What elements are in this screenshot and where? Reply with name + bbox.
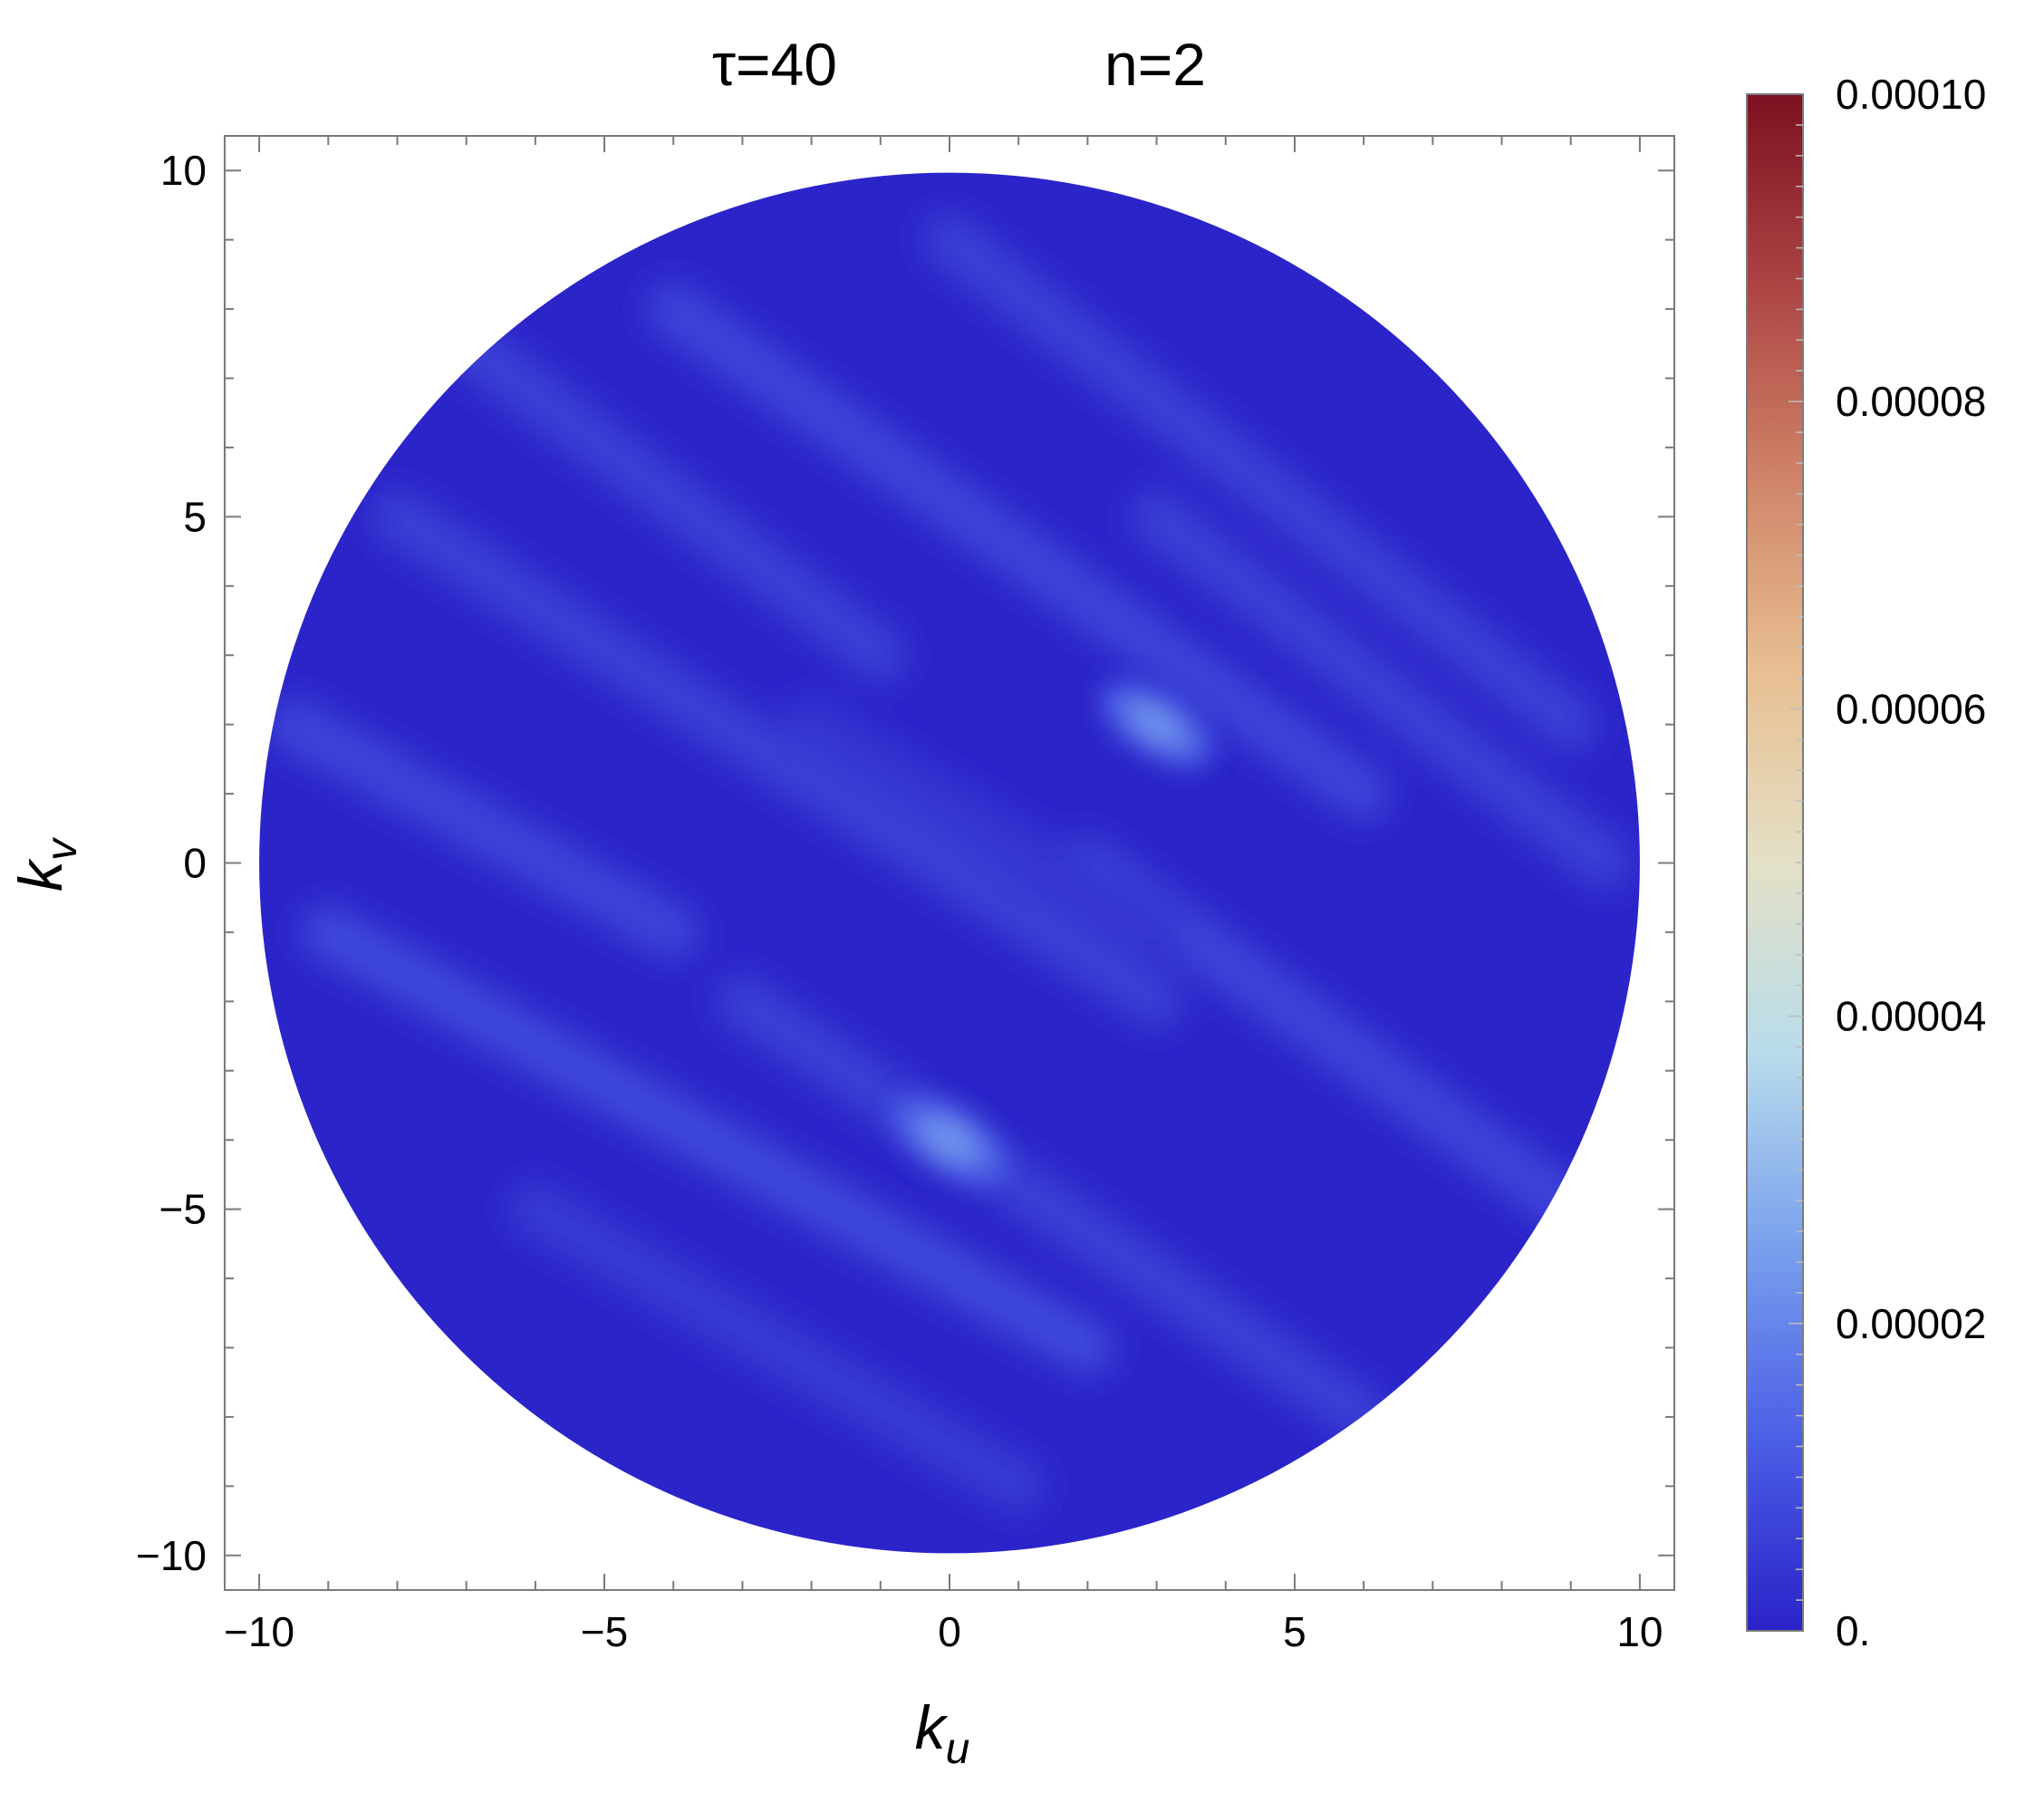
y-tick-label: −5: [159, 1186, 207, 1233]
heatmap-stripe-3: [371, 490, 1183, 1028]
peak-layer: [892, 681, 1213, 1183]
colorbar-tick-label: 0.: [1836, 1607, 1870, 1654]
y-axis-label-sub: v: [38, 836, 86, 861]
heatmap-stripe-2: [923, 213, 1597, 751]
y-tick-label: 5: [183, 493, 207, 540]
y-axis-label: kv: [6, 836, 86, 892]
title-n: n=2: [1104, 31, 1206, 98]
x-tick-label: 10: [1616, 1608, 1663, 1655]
colorbar-tick-label: 0.00006: [1836, 685, 1986, 732]
x-tick-label: −5: [581, 1608, 628, 1655]
heatmap-stripe-5: [302, 905, 1114, 1374]
x-tick-label: 5: [1283, 1608, 1306, 1655]
colorbar-tick-label: 0.00002: [1836, 1300, 1986, 1347]
heatmap-stripe-8: [508, 1182, 1046, 1513]
heatmap-stripe-9: [1130, 490, 1632, 890]
colorbar-tick-label: 0.00010: [1836, 71, 1986, 118]
heatmap-stripe-6: [716, 975, 1391, 1443]
y-axis-ticks: 10 5 0 −5 −10: [136, 147, 1674, 1579]
heatmap-disk: [259, 172, 1640, 1554]
x-axis-ticks: −10 −5 0 5 10: [224, 136, 1663, 1655]
y-tick-label: 10: [160, 147, 207, 194]
x-tick-label: −10: [224, 1608, 294, 1655]
heatmap-peak-1: [892, 1097, 1007, 1183]
x-axis-label-main: k: [915, 1693, 949, 1762]
colorbar-tick-label: 0.00004: [1836, 993, 1986, 1040]
colorbar-ticks: 0. 0.00002 0.00004 0.00006 0.00008 0.00010: [1788, 71, 1986, 1654]
y-axis-label-main: k: [6, 858, 75, 892]
x-tick-label: 0: [938, 1608, 961, 1655]
colorbar-gradient-bar: [1746, 93, 1804, 1632]
colorbar-tick-label: 0.00008: [1836, 378, 1986, 425]
heatmap-peak-0: [1100, 681, 1213, 767]
y-tick-label: 0: [183, 840, 207, 887]
heatmap-peak-core-0: [1127, 702, 1186, 747]
heatmap-stripe-4: [267, 698, 700, 959]
stripe-layer: [267, 213, 1632, 1513]
title-tau: τ=40: [712, 31, 837, 98]
x-axis-label: ku: [915, 1693, 970, 1773]
plot-area: −10 −5 0 5 10 10 5 0 −5 −10: [136, 135, 1675, 1655]
colorbar: 0. 0.00002 0.00004 0.00006 0.00008 0.00010: [1746, 71, 1986, 1654]
y-tick-label: −10: [136, 1532, 207, 1579]
heatmap-stripe-10: [785, 698, 1183, 959]
x-axis-label-sub: u: [946, 1725, 970, 1773]
heatmap-peak-core-1: [921, 1117, 979, 1162]
heatmap-stripe-1: [647, 283, 1391, 821]
